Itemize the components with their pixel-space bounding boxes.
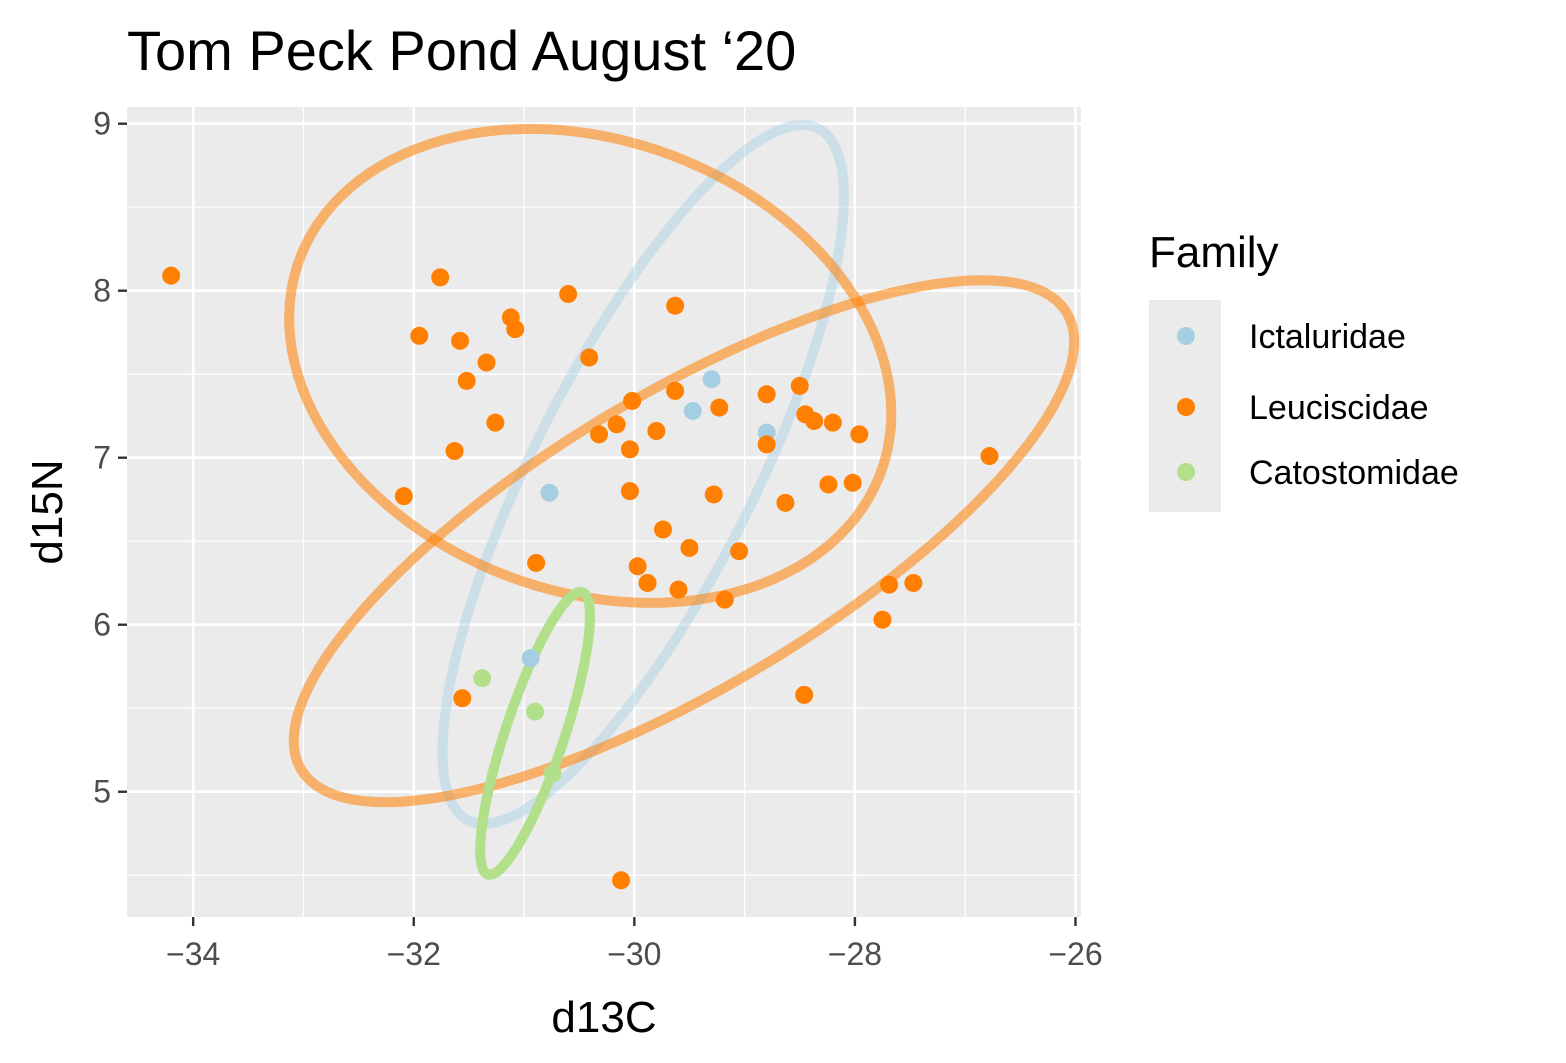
point-leuciscidae — [647, 422, 666, 440]
point-leuciscidae — [486, 413, 505, 432]
point-ictaluridae — [521, 649, 540, 668]
y-tick-label: 8 — [93, 273, 111, 309]
point-leuciscidae — [880, 575, 899, 594]
point-leuciscidae — [819, 475, 838, 494]
point-leuciscidae — [638, 573, 657, 592]
point-leuciscidae — [904, 573, 923, 592]
point-layer — [162, 266, 999, 890]
point-leuciscidae — [805, 411, 824, 430]
y-tick-label: 7 — [93, 440, 111, 476]
legend-label-catostomidae: Catostomidae — [1249, 454, 1459, 492]
point-leuciscidae — [790, 376, 809, 395]
y-axis-title: d15N — [23, 459, 72, 564]
point-leuciscidae — [666, 296, 685, 315]
legend-key-ictaluridae — [1177, 327, 1195, 345]
point-leuciscidae — [669, 580, 688, 599]
point-leuciscidae — [823, 413, 842, 432]
plot-panel — [127, 107, 1081, 917]
point-leuciscidae — [451, 331, 470, 350]
point-leuciscidae — [715, 590, 734, 609]
y-tick-label: 6 — [93, 607, 111, 643]
point-leuciscidae — [431, 268, 450, 287]
point-leuciscidae — [394, 487, 413, 506]
point-leuciscidae — [590, 425, 609, 444]
x-axis: −34 −32 −30 −28 −26 — [166, 917, 1103, 972]
point-leuciscidae — [527, 553, 546, 572]
ellipse-leuciscidae — [288, 275, 1080, 808]
point-leuciscidae — [410, 326, 429, 345]
x-axis-title: d13C — [551, 993, 656, 1042]
ellipse-catostomidae — [475, 586, 595, 880]
x-tick-label: −28 — [828, 936, 882, 972]
point-leuciscidae — [730, 542, 749, 561]
point-leuciscidae — [666, 381, 685, 400]
point-leuciscidae — [620, 482, 639, 501]
point-leuciscidae — [628, 557, 647, 576]
point-leuciscidae — [477, 353, 496, 372]
legend-entries: Ictaluridae Leuciscidae Catostomidae — [1177, 318, 1459, 492]
x-tick-label: −34 — [166, 936, 220, 972]
point-leuciscidae — [757, 435, 776, 454]
point-leuciscidae — [559, 285, 578, 304]
point-leuciscidae — [850, 425, 869, 444]
point-leuciscidae — [607, 415, 626, 434]
point-leuciscidae — [710, 398, 729, 417]
point-leuciscidae — [980, 447, 999, 466]
x-tick-label: −26 — [1048, 936, 1102, 972]
point-leuciscidae — [162, 266, 181, 285]
y-tick-label: 9 — [93, 106, 111, 142]
point-leuciscidae — [620, 440, 639, 459]
point-ictaluridae — [702, 370, 721, 389]
point-leuciscidae — [654, 520, 673, 539]
point-catostomidae — [543, 764, 562, 783]
x-tick-label: −32 — [387, 936, 441, 972]
point-leuciscidae — [704, 485, 723, 504]
legend-key-leuciscidae — [1177, 398, 1195, 416]
legend-label-ictaluridae: Ictaluridae — [1249, 318, 1406, 356]
point-leuciscidae — [680, 538, 699, 557]
y-tick-label: 5 — [93, 774, 111, 810]
chart-title: Tom Peck Pond August ‘20 — [127, 19, 796, 82]
point-ictaluridae — [540, 483, 559, 502]
point-leuciscidae — [795, 685, 814, 704]
legend: Family Ictaluridae Leuciscidae Catostomida… — [1149, 228, 1459, 512]
point-leuciscidae — [445, 442, 464, 461]
point-catostomidae — [473, 669, 492, 688]
point-leuciscidae — [873, 610, 892, 629]
point-leuciscidae — [776, 493, 795, 512]
legend-key-catostomidae — [1177, 463, 1195, 481]
grid-minor — [127, 107, 1081, 917]
y-axis: 5 6 7 8 9 — [93, 106, 127, 810]
point-catostomidae — [526, 702, 545, 721]
point-leuciscidae — [506, 320, 525, 339]
legend-label-leuciscidae: Leuciscidae — [1249, 389, 1429, 427]
point-leuciscidae — [623, 391, 642, 410]
x-tick-label: −30 — [607, 936, 661, 972]
point-leuciscidae — [843, 473, 862, 492]
point-ictaluridae — [683, 401, 702, 420]
point-leuciscidae — [612, 871, 631, 890]
point-leuciscidae — [580, 348, 599, 367]
point-leuciscidae — [457, 371, 476, 390]
point-leuciscidae — [453, 689, 472, 708]
point-leuciscidae — [757, 385, 776, 404]
legend-title: Family — [1149, 228, 1279, 277]
